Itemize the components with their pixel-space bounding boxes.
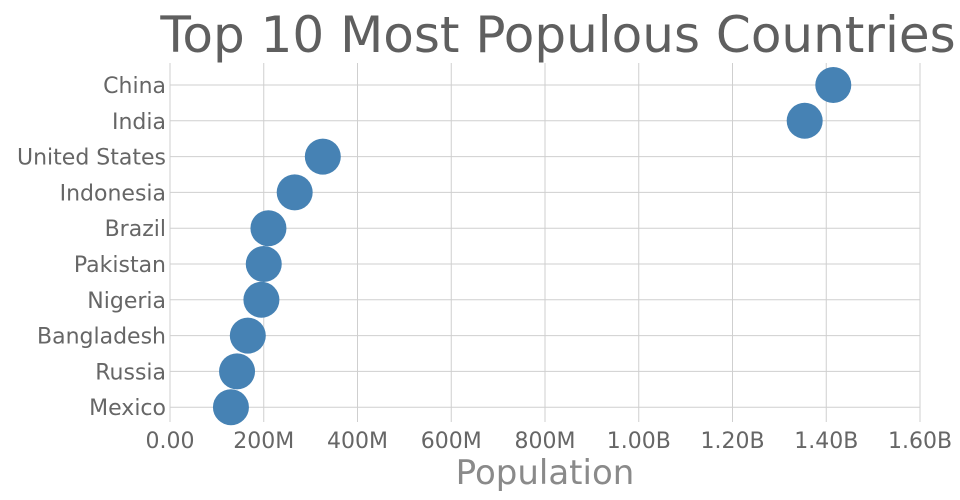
data-point	[243, 281, 280, 318]
x-tick-label: 0.00	[146, 429, 195, 454]
data-point	[212, 389, 249, 426]
data-point	[250, 210, 287, 247]
data-point	[219, 353, 256, 390]
x-axis-label: Population	[456, 453, 635, 493]
category-label: United States	[17, 146, 166, 171]
x-tick-label: 1.00B	[607, 429, 671, 454]
category-label: Bangladesh	[37, 325, 166, 350]
data-point	[786, 102, 823, 139]
category-label: India	[112, 110, 166, 135]
category-label: Brazil	[105, 217, 166, 242]
data-point	[245, 246, 282, 282]
category-label: Mexico	[89, 396, 166, 421]
x-tick-label: 1.60B	[888, 429, 952, 454]
category-label: China	[103, 74, 166, 99]
chart-title: Top 10 Most Populous Countries	[159, 6, 955, 64]
data-points	[212, 67, 852, 426]
x-tick-label: 1.40B	[794, 429, 858, 454]
data-point	[815, 67, 852, 103]
x-axis-tick-labels: 0.00 200M 400M 600M 800M 1.00B 1.20B 1.40B 1.60B	[146, 429, 953, 454]
grid-layer	[169, 63, 921, 422]
category-label: Indonesia	[60, 181, 166, 206]
x-tick-label: 400M	[327, 429, 388, 454]
category-label: Russia	[95, 360, 166, 385]
x-tick-label: 1.20B	[700, 429, 764, 454]
x-tick-label: 800M	[515, 429, 576, 454]
x-tick-label: 600M	[421, 429, 482, 454]
data-point	[229, 317, 266, 354]
data-point	[304, 138, 341, 175]
category-label: Pakistan	[74, 253, 166, 278]
category-label: Nigeria	[87, 289, 166, 314]
y-axis-labels: China India United States Indonesia Brazil Pa…	[17, 74, 166, 421]
data-point	[276, 174, 313, 211]
x-tick-label: 200M	[233, 429, 294, 454]
